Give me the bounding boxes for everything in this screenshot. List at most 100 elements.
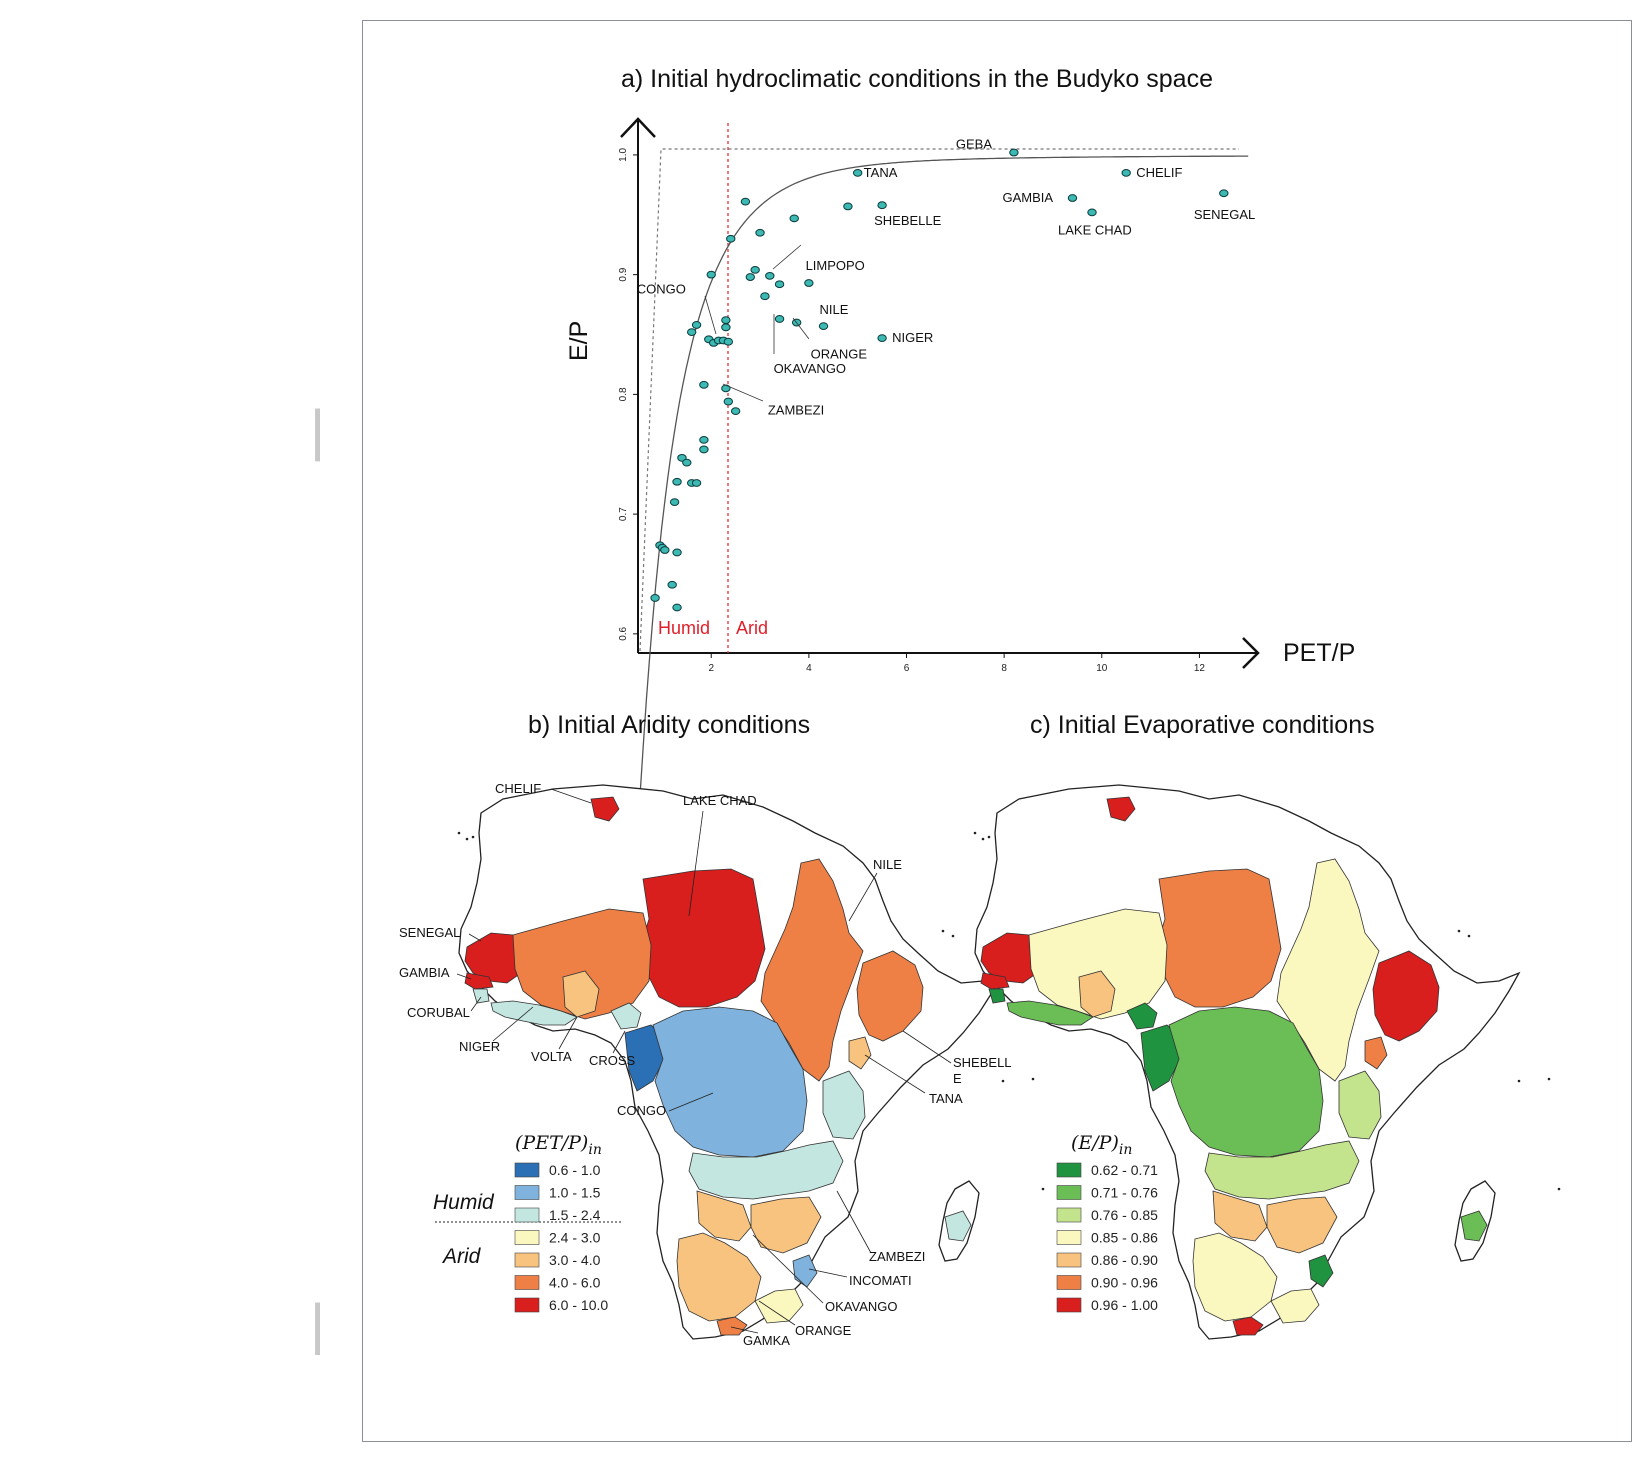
east-coastal bbox=[1338, 1070, 1382, 1140]
data-point bbox=[672, 548, 682, 557]
budyko-curve bbox=[639, 155, 1249, 790]
budyko-panel: a) Initial hydroclimatic conditions in t… bbox=[565, 65, 1355, 790]
gambia-basin bbox=[980, 972, 1010, 990]
data-point bbox=[682, 458, 692, 467]
basin-leader-line bbox=[864, 1054, 926, 1094]
island-dot bbox=[1517, 1079, 1521, 1083]
svg-text:(E/P)in: (E/P)in bbox=[1071, 1132, 1132, 1158]
legend-label: 1.0 - 1.5 bbox=[549, 1185, 601, 1201]
island-dot bbox=[1031, 1077, 1035, 1081]
y-axis-arrow bbox=[620, 117, 656, 138]
congo-basin bbox=[652, 1006, 808, 1158]
island-dot bbox=[1457, 929, 1461, 933]
cross-basin bbox=[610, 1002, 642, 1030]
data-point bbox=[721, 323, 731, 332]
basin-leader-line bbox=[492, 1006, 534, 1042]
data-point bbox=[1009, 148, 1019, 157]
basin-leader-line bbox=[470, 996, 482, 1012]
aridity-legend-title: (PET/P) bbox=[515, 1132, 588, 1154]
corubal-basin bbox=[988, 988, 1006, 1004]
basin-label: ORANGE bbox=[795, 1323, 852, 1338]
gambia-basin bbox=[464, 972, 494, 990]
legend-label: 0.62 - 0.71 bbox=[1091, 1162, 1158, 1178]
data-point bbox=[1219, 189, 1229, 198]
data-point bbox=[765, 271, 775, 280]
figure-canvas: a) Initial hydroclimatic conditions in t… bbox=[399, 65, 1561, 1348]
orange-basin bbox=[676, 1232, 762, 1322]
okavango-basin bbox=[696, 1190, 752, 1242]
point-label: SENEGAL bbox=[1194, 207, 1255, 222]
data-point bbox=[667, 580, 677, 589]
orange-basin bbox=[1192, 1232, 1278, 1322]
legend-swatch bbox=[1056, 1297, 1082, 1313]
legend-swatch bbox=[514, 1207, 540, 1223]
arid-zone-label: Arid bbox=[736, 618, 768, 638]
point-label: ZAMBEZI bbox=[768, 402, 824, 417]
island-dot bbox=[471, 835, 475, 839]
gamka-basin bbox=[1232, 1316, 1264, 1336]
data-point bbox=[691, 321, 702, 329]
point-label: CONGO bbox=[637, 281, 686, 296]
x-axis-arrow bbox=[1242, 637, 1260, 669]
basin-label: GAMBIA bbox=[399, 965, 450, 980]
x-tick-label: 4 bbox=[806, 663, 812, 674]
data-point bbox=[687, 328, 697, 337]
volta-basin bbox=[562, 970, 600, 1018]
basin-label: CORUBAL bbox=[407, 1005, 470, 1020]
basin-leader-line bbox=[808, 1268, 848, 1278]
x-tick-label: 8 bbox=[1001, 663, 1007, 674]
data-point bbox=[740, 197, 751, 206]
basin-label: OKAVANGO bbox=[825, 1299, 897, 1314]
legend-label: 0.71 - 0.76 bbox=[1091, 1185, 1158, 1201]
corubal-basin bbox=[472, 988, 490, 1004]
aridity-legend-sub: in bbox=[588, 1142, 602, 1158]
data-point bbox=[877, 201, 887, 210]
point-label: LAKE CHAD bbox=[1058, 222, 1132, 237]
basin-labels: CHELIF LAKE CHAD NILE SENEGAL GAMBIA CORUBAL N… bbox=[399, 781, 1012, 1348]
basin-label: CONGO bbox=[617, 1103, 666, 1118]
data-point bbox=[1087, 208, 1097, 217]
data-point bbox=[699, 380, 709, 389]
aridity-map-panel: b) Initial Aridity conditions CHELIF LAKE… bbox=[399, 711, 1045, 1348]
data-point bbox=[660, 546, 670, 554]
africa-map-aridity bbox=[457, 784, 1045, 1340]
limpopo-basin bbox=[1266, 1196, 1338, 1254]
basin-label: VOLTA bbox=[531, 1049, 572, 1064]
point-label: NIGER bbox=[892, 330, 933, 345]
data-point bbox=[843, 202, 853, 211]
point-label: CHELIF bbox=[1136, 165, 1182, 180]
basin-label: TANA bbox=[929, 1091, 963, 1106]
point-label: GEBA bbox=[956, 137, 992, 152]
basin-label: SENEGAL bbox=[399, 925, 460, 940]
basin-leader-line bbox=[730, 1326, 759, 1334]
senegal-basin bbox=[464, 932, 524, 984]
data-point bbox=[774, 280, 785, 289]
legend-label: 0.6 - 1.0 bbox=[549, 1162, 601, 1178]
island-dot bbox=[951, 934, 955, 938]
svg-text:(PET/P)in: (PET/P)in bbox=[515, 1132, 602, 1158]
data-point bbox=[650, 594, 660, 602]
madagascar-basin bbox=[1460, 1210, 1488, 1242]
data-point bbox=[672, 477, 682, 486]
volta-basin bbox=[1078, 970, 1116, 1018]
coastal-gabon bbox=[624, 1024, 664, 1092]
leader-lines bbox=[704, 244, 810, 402]
nile-basin bbox=[760, 858, 864, 1082]
data-point bbox=[1121, 168, 1131, 177]
legend-label: 0.85 - 0.86 bbox=[1091, 1230, 1158, 1246]
incomati-basin bbox=[1308, 1254, 1334, 1288]
data-point bbox=[699, 445, 709, 454]
basin-leader-line bbox=[836, 1190, 872, 1254]
basin-label: SHEBELL bbox=[953, 1055, 1012, 1070]
legend-swatch bbox=[514, 1185, 540, 1200]
data-point bbox=[745, 273, 755, 281]
legend-swatch bbox=[514, 1230, 540, 1245]
data-point bbox=[706, 270, 716, 279]
point-label: LIMPOPO bbox=[806, 258, 865, 273]
basin-label: ZAMBEZI bbox=[869, 1249, 925, 1264]
data-point bbox=[723, 397, 734, 406]
island-dot bbox=[465, 837, 469, 841]
basin-label: CROSS bbox=[589, 1053, 636, 1068]
evaporative-legend-sub: in bbox=[1119, 1142, 1133, 1158]
data-point bbox=[691, 479, 702, 487]
